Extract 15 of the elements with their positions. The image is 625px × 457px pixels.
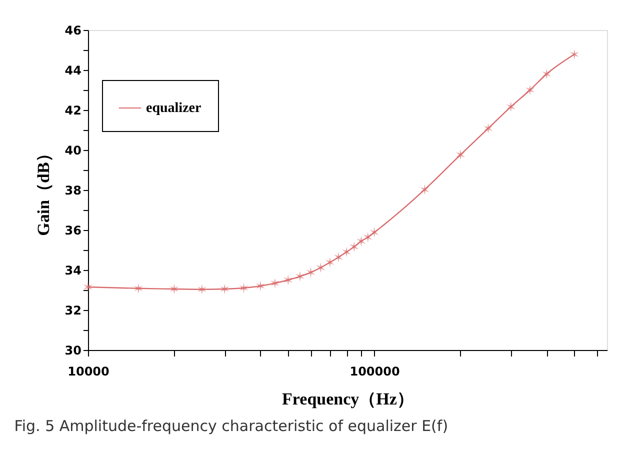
y-tick-label: 32	[64, 304, 82, 318]
x-tick-label: 10000	[68, 364, 110, 378]
y-tick-label: 40	[64, 144, 82, 158]
x-tick-label: 100000	[350, 364, 400, 378]
y-axis-title: Gain（dB）	[34, 145, 53, 236]
y-tick-label: 44	[64, 64, 82, 78]
y-tick-label: 38	[64, 184, 82, 198]
y-tick-label: 36	[64, 224, 82, 238]
y-tick-label: 30	[64, 344, 82, 358]
legend-label: equalizer	[146, 101, 202, 116]
caption: Fig. 5 Amplitude-frequency characteristic of equalizer E(f)	[14, 417, 448, 435]
y-tick-label: 34	[64, 264, 82, 278]
y-tick-label: 46	[64, 24, 82, 38]
y-tick-label: 42	[64, 104, 82, 118]
x-axis-title: Frequency（Hz）	[282, 390, 414, 408]
